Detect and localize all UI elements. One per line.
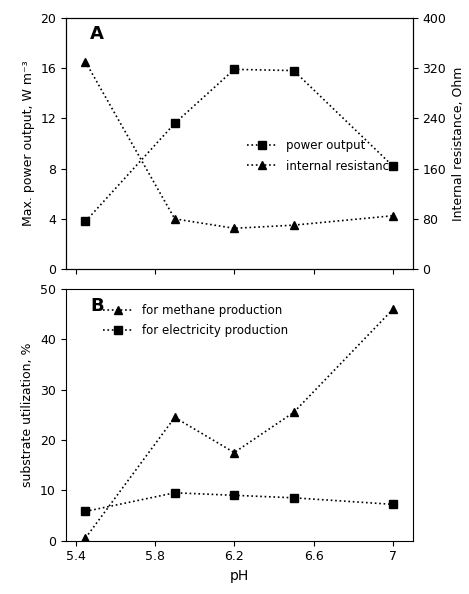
power output [231,66,237,73]
for methane production [291,409,296,416]
for electricity production [390,501,396,508]
for methane production [390,306,396,313]
Text: B: B [90,297,104,315]
Legend: for methane production, for electricity production: for methane production, for electricity … [99,300,292,340]
power output [291,67,296,74]
internal resistance [291,222,296,229]
internal resistance [231,225,237,232]
for methane production [231,449,237,456]
power output [83,218,88,225]
Line: power output: power output [81,65,397,226]
Line: for electricity production: for electricity production [81,489,397,516]
for electricity production [291,494,296,501]
for electricity production [172,489,178,497]
Y-axis label: substrate utilization, %: substrate utilization, % [22,343,34,487]
internal resistance [390,212,396,219]
power output [390,163,396,170]
Line: for methane production: for methane production [81,305,397,542]
for methane production [172,414,178,421]
Text: A: A [90,26,104,43]
Y-axis label: Internal resistance, Ohm: Internal resistance, Ohm [452,67,465,220]
Line: internal resistance: internal resistance [81,58,397,232]
power output [172,120,178,127]
for methane production [83,535,88,542]
for electricity production [231,492,237,499]
Legend: power output, internal resistance: power output, internal resistance [243,136,400,176]
internal resistance [83,58,88,65]
for electricity production [83,508,88,515]
Y-axis label: Max. power output, W m⁻³: Max. power output, W m⁻³ [22,61,35,226]
X-axis label: pH: pH [229,569,249,583]
internal resistance [172,215,178,222]
